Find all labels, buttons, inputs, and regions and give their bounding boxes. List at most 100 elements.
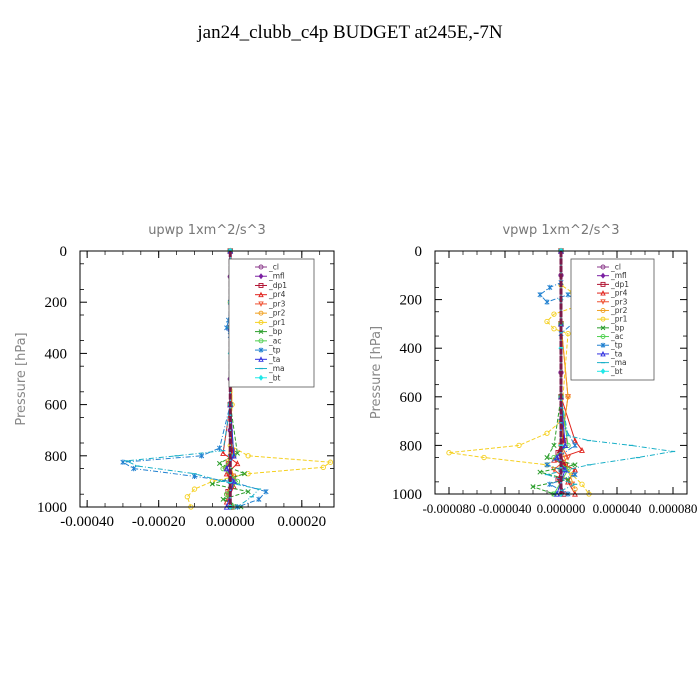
plot-frame <box>434 250 688 495</box>
data-point <box>544 318 550 325</box>
x-tick-label: -0.000080 <box>422 501 475 516</box>
data-point <box>245 489 251 495</box>
legend-label: _tp <box>610 341 623 350</box>
data-point <box>551 326 557 332</box>
legend-label: _pr1 <box>610 315 628 324</box>
y-tick-label: 0 <box>60 244 68 260</box>
data-point <box>199 453 205 459</box>
legend-label: _bt <box>268 373 281 382</box>
legend-label: _tp <box>268 346 281 355</box>
legend-label: _ma <box>610 358 627 367</box>
y-tick-label: 600 <box>45 398 68 414</box>
legend-entry: _pr2 <box>597 306 628 315</box>
x-tick-label: -0.00040 <box>60 514 114 530</box>
series-bp <box>530 248 578 497</box>
legend-label: _pr4 <box>610 289 628 298</box>
data-point <box>565 330 571 337</box>
x-tick-label: 0.00000 <box>206 514 255 530</box>
x-tick-label: 0.00020 <box>277 514 326 530</box>
data-point <box>220 496 226 502</box>
y-tick-label: 800 <box>45 449 68 465</box>
x-tick-label: 0.000040 <box>593 501 642 516</box>
legend-entry: _cl <box>255 263 279 272</box>
legend-label: _mfl <box>268 272 285 281</box>
legend-label: _pr2 <box>610 306 628 315</box>
data-point <box>579 447 585 453</box>
data-point <box>216 445 223 451</box>
legend-entry: _ta <box>255 355 280 364</box>
legend-label: _ta <box>268 355 280 364</box>
y-tick-label: 200 <box>45 295 68 311</box>
data-point <box>216 460 223 467</box>
legend-entry: _mfl <box>597 271 627 280</box>
data-point <box>544 462 550 468</box>
legend: _cl_mfl_dp1_pr4_pr3_pr2_pr1_bp_ac_tp_ta_… <box>228 258 315 388</box>
data-point <box>565 292 571 298</box>
legend-label: _dp1 <box>268 281 287 290</box>
legend-entry: _bt <box>255 373 281 382</box>
data-point <box>263 488 269 495</box>
data-point <box>120 459 126 465</box>
series-line <box>186 251 332 508</box>
data-point <box>544 299 550 305</box>
series-pr1 <box>446 248 592 497</box>
legend-entry: _tp <box>597 341 623 350</box>
chart-title: upwp 1xm^2/s^3 <box>148 223 266 238</box>
legend-entry: _dp1 <box>255 281 287 290</box>
legend: _cl_mfl_dp1_pr4_pr3_pr2_pr1_bp_ac_tp_ta_… <box>570 258 655 381</box>
legend-entry: _pr4 <box>255 290 286 299</box>
x-tick-label: -0.000040 <box>478 501 531 516</box>
y-tick-label: 1000 <box>37 500 67 516</box>
data-point <box>547 481 553 487</box>
data-point <box>572 442 578 449</box>
data-point <box>481 454 487 461</box>
data-point <box>516 442 522 449</box>
chart-title: vpwp 1xm^2/s^3 <box>502 223 619 238</box>
chart-upwp: upwp 1xm^2/s^3 Pressure [hPa] 0 200 400 600 80… <box>14 223 335 530</box>
plot-frame <box>79 250 335 508</box>
x-tick-label: 0.000000 <box>537 501 586 516</box>
data-point <box>551 442 557 448</box>
y-tick-label: 400 <box>400 341 423 357</box>
legend-entry: _pr1 <box>597 315 628 324</box>
data-point <box>565 394 571 400</box>
data-point <box>565 454 571 461</box>
legend-entry: _ac <box>597 332 623 341</box>
data-point <box>191 486 198 492</box>
legend-entry: _pr4 <box>597 289 628 298</box>
legend-entry: _ma <box>255 364 285 373</box>
legend-entry: _bt <box>597 367 623 376</box>
y-tick-label: 1000 <box>392 487 422 503</box>
legend-label: _ma <box>268 364 285 373</box>
data-point <box>530 484 536 490</box>
data-point <box>220 450 227 456</box>
legend-entry: _pr1 <box>255 318 286 327</box>
data-point <box>562 442 569 449</box>
data-point <box>544 454 550 461</box>
y-tick-label: 200 <box>400 293 423 309</box>
legend-entry: _pr3 <box>255 299 286 308</box>
data-point <box>223 465 230 472</box>
data-point <box>256 496 262 503</box>
data-point <box>562 466 569 473</box>
data-point <box>553 454 560 461</box>
legend-label: _dp1 <box>610 280 629 289</box>
legend-label: _pr2 <box>268 309 286 318</box>
legend-label: _bt <box>610 367 623 376</box>
data-point <box>131 465 137 472</box>
legend-entry: _ma <box>597 358 627 367</box>
legend-entry: _mfl <box>255 272 285 281</box>
data-point <box>572 462 578 468</box>
series-line <box>121 251 267 508</box>
legend-label: _cl <box>610 263 621 272</box>
legend-label: _pr3 <box>268 299 286 308</box>
y-tick-label: 600 <box>400 390 423 406</box>
data-point <box>245 453 251 459</box>
y-axis-label: Pressure [hPa] <box>369 326 384 419</box>
data-point <box>572 471 578 478</box>
legend-entry: _pr2 <box>255 309 286 318</box>
y-tick-label: 0 <box>415 244 423 260</box>
data-point <box>544 430 550 436</box>
data-point <box>234 460 241 467</box>
